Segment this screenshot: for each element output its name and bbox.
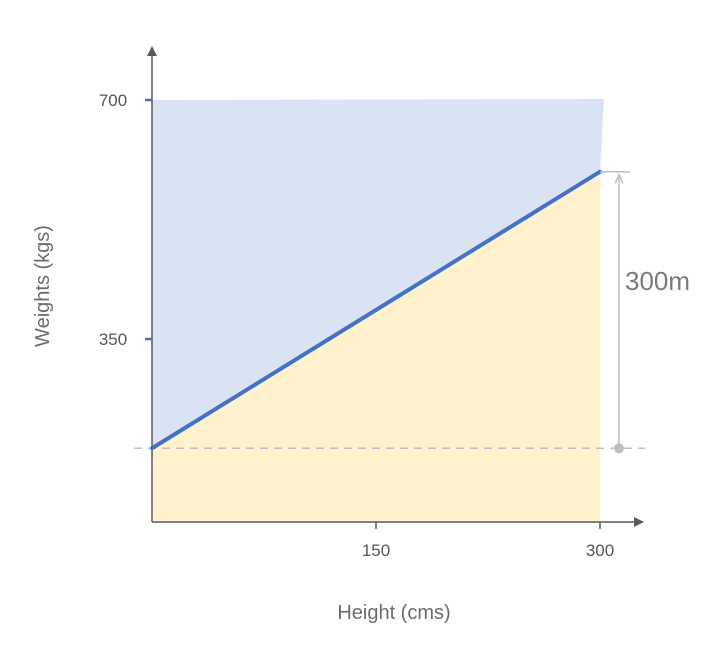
upper-area-fill [152,99,604,449]
y-tick-group: 350 700 [99,91,152,349]
series-line [150,169,602,451]
y-tick-label: 350 [99,330,127,349]
x-tick-label: 300 [586,541,614,560]
annotation-dot [614,443,624,454]
height-annotation: 300m [600,170,690,454]
y-tick-label: 700 [99,91,127,110]
annotation-label: 300m [625,266,690,296]
y-axis-title: Weights (kgs) [32,225,54,347]
lower-area-fill [152,171,600,522]
x-tick-label: 150 [362,541,390,560]
x-tick-group: 150 300 [362,522,614,560]
x-axis-title: Height (cms) [337,602,450,624]
